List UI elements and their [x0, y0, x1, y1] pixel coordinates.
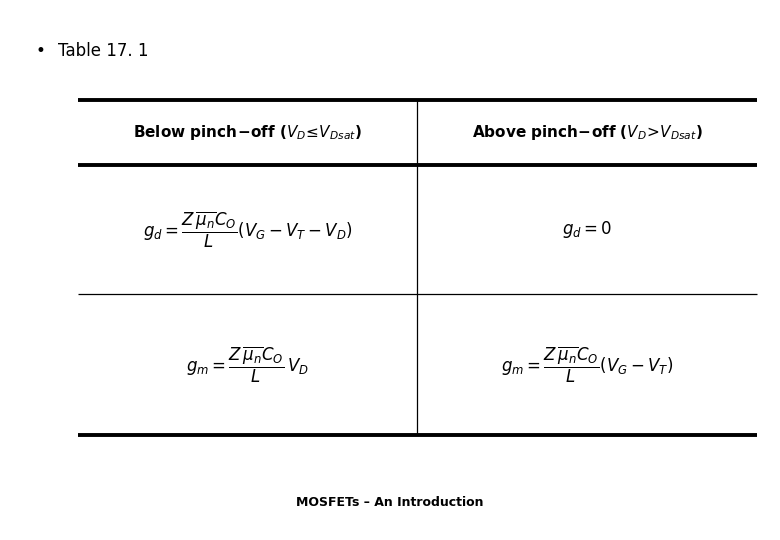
Text: $g_d = \dfrac{Z\,\overline{\mu_n}C_O}{L}(V_G - V_T - V_D)$: $g_d = \dfrac{Z\,\overline{\mu_n}C_O}{L}… — [143, 210, 353, 249]
Text: $\mathbf{Above\ pinch\!-\!off}\ \mathbf{(}V_D\!>\!V_{Dsat}\mathbf{)}$: $\mathbf{Above\ pinch\!-\!off}\ \mathbf{… — [472, 123, 702, 142]
Text: $g_m = \dfrac{Z\,\overline{\mu_n}C_O}{L}(V_G - V_T)$: $g_m = \dfrac{Z\,\overline{\mu_n}C_O}{L}… — [501, 345, 673, 384]
Text: Table 17. 1: Table 17. 1 — [58, 42, 149, 60]
Text: $\mathbf{Below\ pinch\!-\!off}\ \mathbf{(}V_D\!\leq\! V_{Dsat}\mathbf{)}$: $\mathbf{Below\ pinch\!-\!off}\ \mathbf{… — [133, 123, 362, 142]
Text: $g_m = \dfrac{Z\,\overline{\mu_n}C_O}{L}\,V_D$: $g_m = \dfrac{Z\,\overline{\mu_n}C_O}{L}… — [186, 345, 309, 384]
Text: MOSFETs – An Introduction: MOSFETs – An Introduction — [296, 496, 484, 509]
Text: •: • — [35, 42, 45, 60]
Text: $g_d = 0$: $g_d = 0$ — [562, 219, 612, 240]
